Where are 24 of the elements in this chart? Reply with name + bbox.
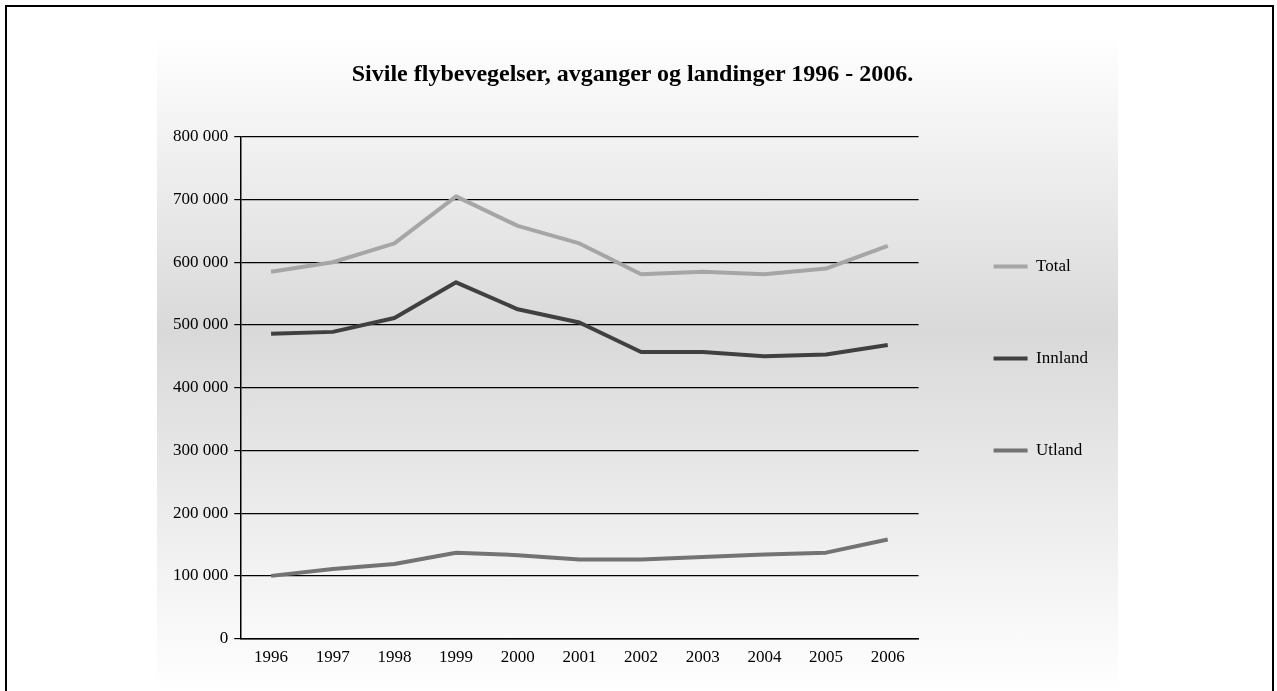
- legend-label: Utland: [1036, 439, 1083, 459]
- x-tick-label: 2005: [809, 647, 844, 667]
- x-tick-label: 2003: [685, 647, 720, 667]
- y-tick-label: 800 000: [173, 126, 229, 146]
- x-tick-label: 1998: [377, 647, 412, 667]
- y-tick-label: 400 000: [173, 377, 229, 397]
- x-tick-label: 2006: [870, 647, 905, 667]
- y-tick-label: 300 000: [173, 439, 229, 459]
- legend-label: Innland: [1036, 347, 1089, 367]
- x-tick-label: 2004: [747, 647, 782, 667]
- chart-title: Sivile flybevegelser, avganger og landinger 1996 - 2006.: [351, 59, 914, 86]
- legend-label: Total: [1036, 255, 1072, 275]
- x-tick-label: 2001: [562, 647, 597, 667]
- y-tick-label: 700 000: [173, 188, 229, 208]
- y-tick-label: 600 000: [173, 251, 229, 271]
- y-tick-label: 500 000: [173, 314, 229, 334]
- y-tick-label: 0: [219, 628, 229, 648]
- x-tick-label: 2002: [624, 647, 659, 667]
- x-tick-label: 1996: [254, 647, 289, 667]
- y-tick-label: 100 000: [173, 565, 229, 585]
- x-tick-label: 1997: [315, 647, 351, 667]
- y-tick-label: 200 000: [173, 502, 229, 522]
- x-tick-label: 1999: [439, 647, 474, 667]
- x-tick-label: 2000: [500, 647, 535, 667]
